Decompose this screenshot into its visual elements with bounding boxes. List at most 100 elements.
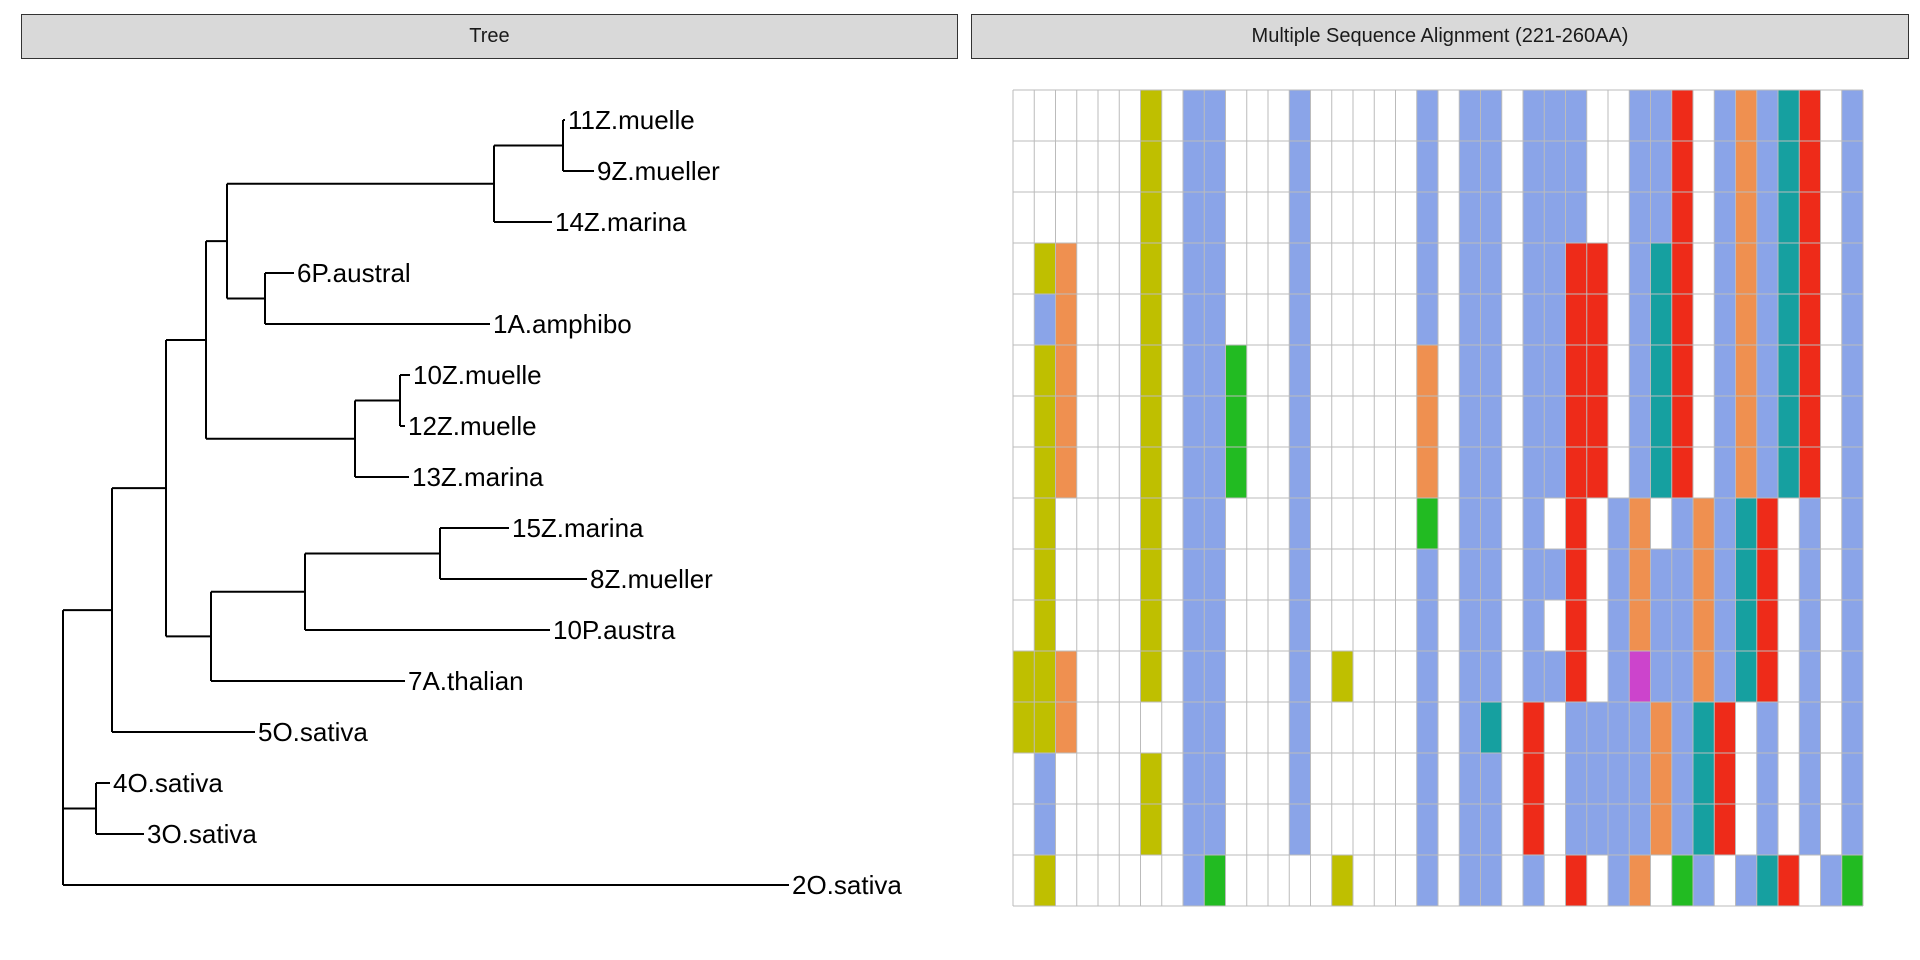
alignment-cell (1353, 90, 1375, 141)
alignment-cell (1523, 345, 1545, 396)
alignment-cell (1778, 651, 1800, 702)
alignment-cell (1225, 651, 1247, 702)
alignment-cell (1735, 498, 1757, 549)
alignment-cell (1353, 192, 1375, 243)
alignment-cell (1565, 753, 1587, 804)
alignment-cell (1735, 804, 1757, 855)
alignment-cell (1841, 243, 1863, 294)
alignment-cell (1820, 447, 1842, 498)
alignment-cell (1310, 702, 1332, 753)
alignment-cell (1204, 90, 1226, 141)
alignment-cell (1735, 855, 1757, 906)
alignment-cell (1225, 90, 1247, 141)
alignment-cell (1034, 804, 1056, 855)
alignment-cell (1523, 447, 1545, 498)
alignment-cell (1225, 243, 1247, 294)
alignment-cell (1034, 141, 1056, 192)
alignment-cell (1608, 90, 1630, 141)
alignment-cell (1013, 549, 1035, 600)
alignment-cell (1650, 243, 1672, 294)
alignment-cell (1671, 549, 1693, 600)
alignment-cell (1225, 192, 1247, 243)
alignment-cell (1140, 345, 1162, 396)
alignment-cell (1650, 294, 1672, 345)
alignment-cell (1778, 243, 1800, 294)
alignment-cell (1374, 345, 1396, 396)
alignment-cell (1820, 855, 1842, 906)
alignment-cell (1523, 396, 1545, 447)
alignment-cell (1778, 90, 1800, 141)
alignment-cell (1416, 804, 1438, 855)
alignment-cell (1756, 192, 1778, 243)
alignment-cell (1735, 549, 1757, 600)
alignment-cell (1353, 396, 1375, 447)
alignment-cell (1608, 600, 1630, 651)
alignment-cell (1034, 294, 1056, 345)
alignment-cell (1586, 753, 1608, 804)
alignment-cell (1820, 651, 1842, 702)
alignment-cell (1565, 90, 1587, 141)
alignment-cell (1416, 651, 1438, 702)
alignment-cell (1204, 192, 1226, 243)
alignment-cell (1841, 702, 1863, 753)
sequence-alignment-grid (1012, 89, 1864, 907)
alignment-cell (1820, 294, 1842, 345)
alignment-cell (1438, 243, 1460, 294)
alignment-cell (1076, 600, 1098, 651)
alignment-cell (1629, 192, 1651, 243)
alignment-cell (1289, 345, 1311, 396)
alignment-cell (1693, 345, 1715, 396)
alignment-cell (1820, 396, 1842, 447)
alignment-cell (1799, 753, 1821, 804)
alignment-cell (1416, 447, 1438, 498)
alignment-cell (1799, 192, 1821, 243)
alignment-cell (1608, 192, 1630, 243)
alignment-cell (1374, 192, 1396, 243)
alignment-cell (1480, 243, 1502, 294)
alignment-cell (1310, 498, 1332, 549)
alignment-cell (1416, 192, 1438, 243)
alignment-cell (1310, 447, 1332, 498)
alignment-cell (1799, 498, 1821, 549)
alignment-cell (1756, 396, 1778, 447)
alignment-cell (1140, 192, 1162, 243)
alignment-cell (1374, 600, 1396, 651)
alignment-cell (1714, 90, 1736, 141)
alignment-cell (1565, 141, 1587, 192)
alignment-cell (1820, 600, 1842, 651)
alignment-cell (1013, 447, 1035, 498)
alignment-cell (1416, 396, 1438, 447)
alignment-cell (1289, 192, 1311, 243)
alignment-cell (1076, 447, 1098, 498)
alignment-cell (1650, 804, 1672, 855)
alignment-cell (1353, 447, 1375, 498)
alignment-cell (1841, 192, 1863, 243)
alignment-cell (1438, 192, 1460, 243)
alignment-cell (1416, 753, 1438, 804)
alignment-cell (1119, 345, 1141, 396)
alignment-cell (1331, 702, 1353, 753)
alignment-cell (1459, 243, 1481, 294)
alignment-cell (1204, 294, 1226, 345)
alignment-cell (1268, 243, 1290, 294)
alignment-cell (1501, 549, 1523, 600)
alignment-cell (1480, 498, 1502, 549)
alignment-cell (1438, 702, 1460, 753)
alignment-cell (1650, 141, 1672, 192)
alignment-cell (1183, 498, 1205, 549)
alignment-cell (1119, 753, 1141, 804)
alignment-cell (1310, 753, 1332, 804)
tree-leaf-label: 3O.sativa (147, 819, 257, 849)
alignment-cell (1565, 804, 1587, 855)
alignment-cell (1353, 855, 1375, 906)
alignment-cell (1331, 651, 1353, 702)
alignment-cell (1310, 345, 1332, 396)
alignment-cell (1438, 294, 1460, 345)
alignment-cell (1395, 294, 1417, 345)
alignment-cell (1608, 396, 1630, 447)
alignment-cell (1353, 294, 1375, 345)
alignment-cell (1756, 600, 1778, 651)
alignment-cell (1395, 804, 1417, 855)
alignment-cell (1565, 855, 1587, 906)
alignment-cell (1756, 702, 1778, 753)
